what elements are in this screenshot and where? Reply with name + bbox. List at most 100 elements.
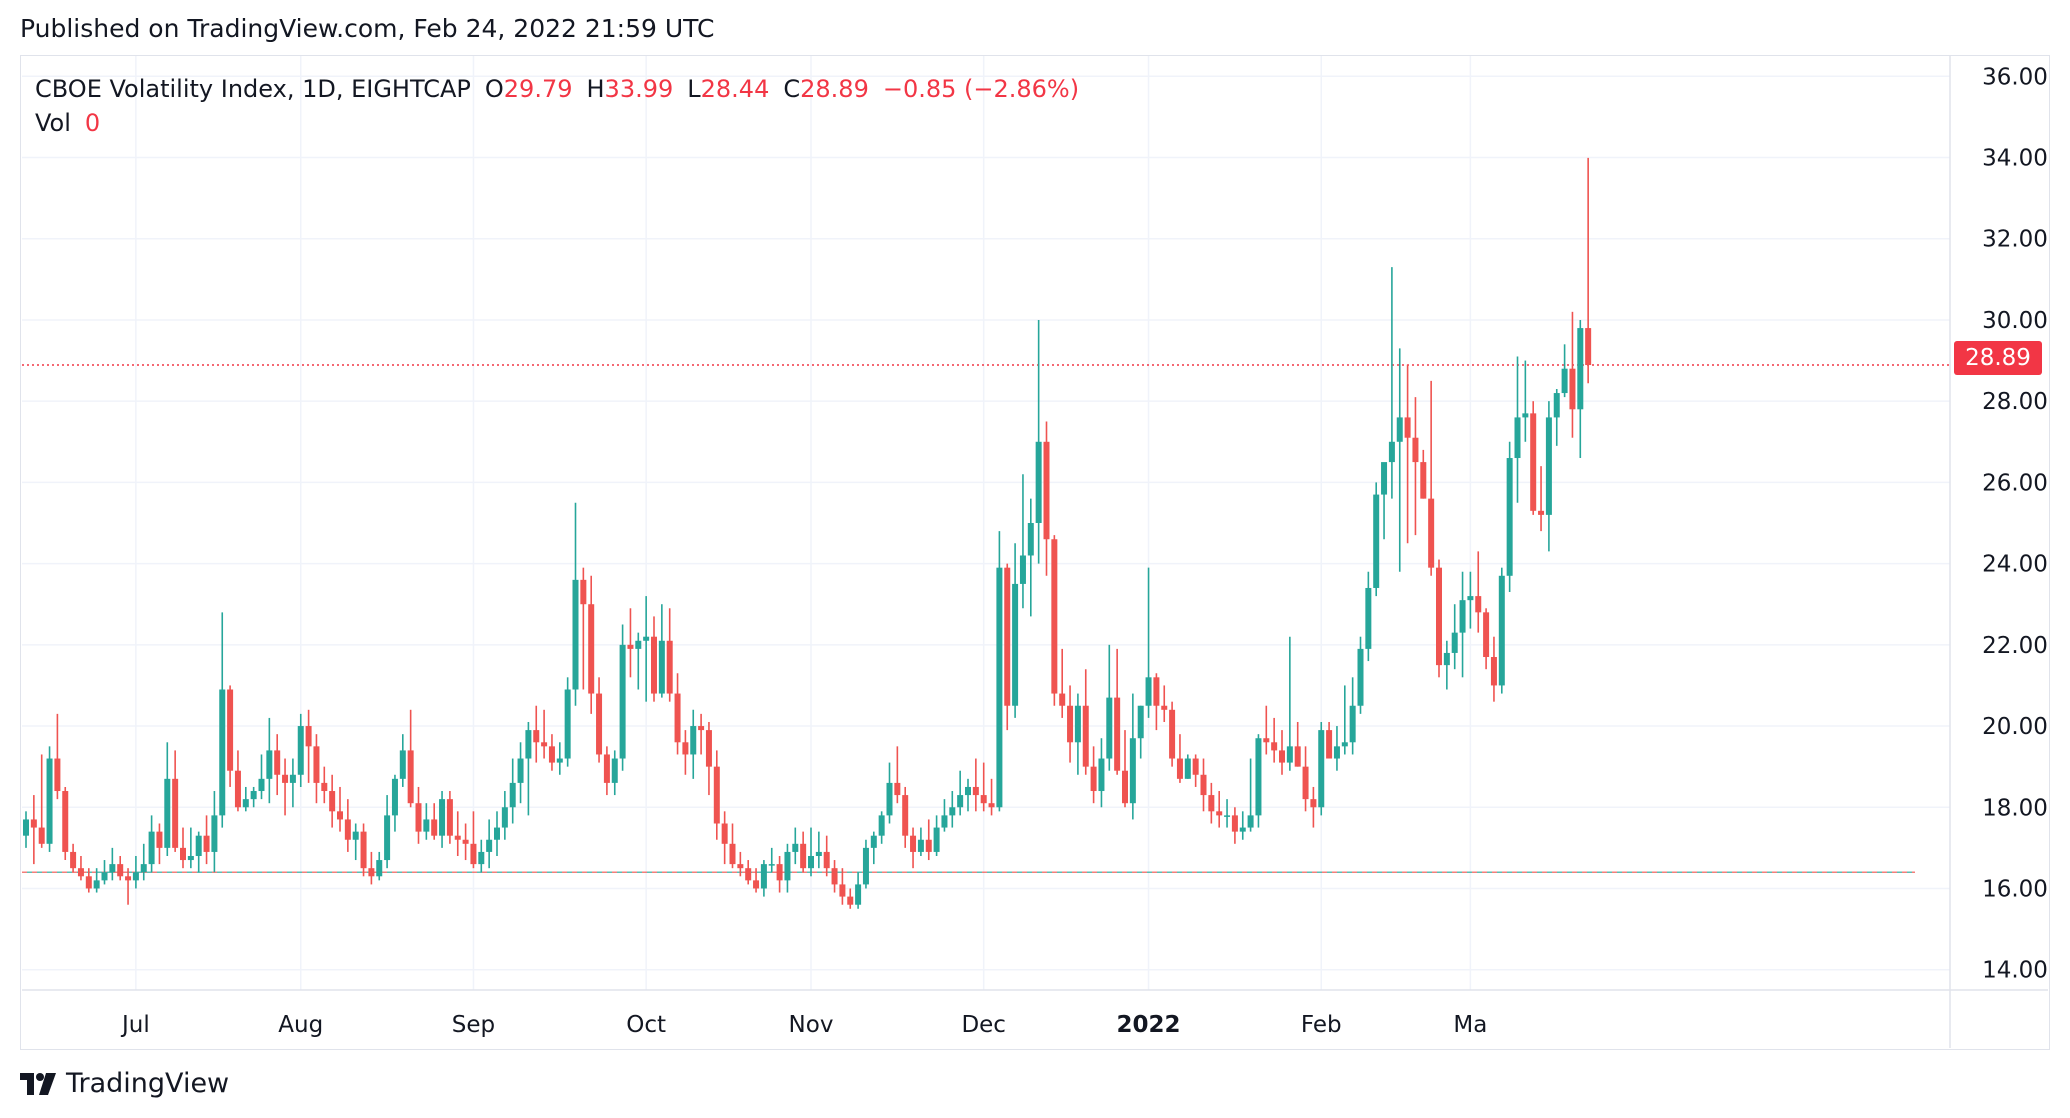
- candle-body-up: [1341, 742, 1348, 747]
- candle-body-up: [1184, 758, 1191, 779]
- x-tick-label: Sep: [452, 1012, 495, 1038]
- candle-body-up: [1145, 677, 1152, 706]
- candle-body-up: [855, 884, 862, 905]
- candle-body-up: [187, 855, 194, 861]
- candle-body-up: [658, 640, 665, 694]
- candle-body-up: [1553, 393, 1560, 418]
- x-tick-label: Jul: [120, 1012, 150, 1038]
- candle-body-down: [705, 730, 712, 767]
- candle-body-up: [250, 791, 257, 800]
- candle-body-up: [862, 847, 869, 885]
- candle-body-up: [140, 864, 147, 873]
- candle-body-up: [784, 851, 791, 881]
- candle-body-up: [352, 831, 359, 840]
- candle-body-up: [219, 689, 226, 816]
- y-tick-label: 32.00: [1982, 227, 2048, 253]
- candle-body-down: [988, 803, 995, 808]
- candle-body-up: [1388, 441, 1395, 463]
- candle-body-down: [1004, 567, 1011, 706]
- candle-body-up: [439, 799, 446, 836]
- candle-body-down: [596, 693, 603, 755]
- candle-body-down: [1051, 539, 1058, 694]
- candle-body-up: [619, 644, 626, 759]
- candle-body-down: [407, 750, 414, 804]
- candle-body-down: [1169, 709, 1176, 759]
- candle-body-down: [682, 742, 689, 755]
- legend-close-value: 28.89: [800, 75, 869, 103]
- candle-body-up: [1035, 441, 1042, 523]
- y-tick-label: 16.00: [1982, 876, 2048, 902]
- candle-body-down: [85, 876, 92, 889]
- candle-body-up: [1545, 417, 1552, 515]
- candle-body-down: [172, 778, 179, 848]
- candle-body-up: [933, 827, 940, 852]
- candle-body-up: [1239, 827, 1246, 832]
- x-tick-label: Aug: [278, 1012, 323, 1038]
- x-tick-label: Ma: [1453, 1012, 1487, 1038]
- candle-body-down: [1192, 758, 1199, 775]
- candle-body-down: [305, 726, 312, 747]
- candle-body-down: [1208, 795, 1215, 812]
- candle-body-down: [698, 726, 705, 731]
- candle-body-up: [399, 750, 406, 779]
- dashed-level-line: [22, 364, 1950, 873]
- chart-frame[interactable]: [20, 55, 2050, 1050]
- candle-body-down: [776, 864, 783, 881]
- candle-body-up: [211, 815, 218, 852]
- x-tick-label: Feb: [1301, 1012, 1342, 1038]
- candle-body-up: [1396, 417, 1403, 442]
- candle-body-down: [666, 640, 673, 694]
- candle-body-down: [1475, 596, 1482, 613]
- candle-body-up: [525, 730, 532, 759]
- candle-body-down: [337, 811, 343, 820]
- legend-open-label: O: [484, 75, 504, 103]
- candle-body-up: [164, 778, 171, 848]
- candle-body-down: [541, 742, 548, 747]
- candle-body-up: [965, 786, 971, 796]
- x-tick-label: Dec: [961, 1012, 1006, 1038]
- candle-body-up: [148, 831, 155, 865]
- candle-body-down: [831, 868, 838, 885]
- candle-body-down: [721, 823, 728, 844]
- candle-body-down: [1436, 567, 1442, 666]
- candle-body-up: [815, 851, 822, 856]
- candle-body-up: [258, 778, 265, 792]
- candle-body-down: [470, 843, 477, 865]
- candle-body-down: [1412, 437, 1419, 463]
- candlestick-chart[interactable]: 14.00 16.00 18.00 20.00 22.00 24.00 26.00 28.00…: [0, 0, 2070, 1060]
- candle-body-up: [1012, 583, 1019, 706]
- candle-body-up: [1137, 705, 1144, 739]
- candle-body-down: [580, 579, 587, 605]
- candle-body-down: [1200, 774, 1207, 796]
- candle-body-up: [297, 726, 304, 775]
- candle-body-down: [1538, 510, 1545, 515]
- candle-body-up: [1019, 555, 1026, 584]
- tradingview-logo[interactable]: TradingView: [20, 1068, 229, 1099]
- candle-body-up: [1247, 815, 1254, 828]
- tradingview-brand-text: TradingView: [66, 1068, 230, 1099]
- legend-symbol: CBOE Volatility Index, 1D, EIGHTCAP: [35, 75, 471, 103]
- candle-body-down: [77, 868, 84, 877]
- candle-body-down: [1428, 498, 1435, 568]
- candle-body-down: [980, 795, 987, 804]
- y-tick-label: 34.00: [1982, 146, 2048, 172]
- candle-body-up: [501, 807, 508, 828]
- candle-body-up: [917, 839, 924, 852]
- candle-body-down: [1231, 815, 1238, 832]
- candle-body-down: [1176, 758, 1183, 779]
- candle-body-up: [1373, 494, 1380, 588]
- candle-body-up: [494, 827, 500, 840]
- legend-low-label: L: [687, 75, 701, 103]
- x-tick-label: Nov: [789, 1012, 834, 1038]
- candle-body-down: [1310, 799, 1317, 808]
- candle-body-down: [1090, 766, 1097, 792]
- candle-body-down: [234, 770, 241, 808]
- candle-body-up: [1027, 523, 1034, 556]
- candle-body-down: [1263, 738, 1270, 743]
- legend-high-value: 33.99: [604, 75, 674, 103]
- candle-body-down: [1043, 441, 1050, 540]
- candle-body-down: [1420, 462, 1427, 499]
- candle-body-down: [454, 835, 461, 840]
- y-tick-label: 14.00: [1982, 958, 2048, 984]
- legend-low-value: 28.44: [700, 75, 770, 103]
